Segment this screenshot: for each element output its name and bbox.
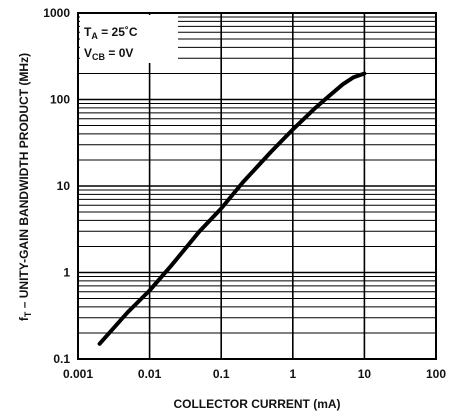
- grid-lines: [77, 13, 437, 360]
- x-tick-label: 100: [426, 367, 446, 381]
- y-tick-label: 0.1: [53, 352, 70, 366]
- x-tick-label: 0.01: [138, 367, 162, 381]
- plot-frame: [77, 12, 437, 360]
- x-axis-ticks: 0.001 0.01 0.1 1 10 100: [63, 367, 446, 381]
- x-tick-label: 0.001: [63, 367, 93, 381]
- bandwidth-curve: [97, 71, 367, 346]
- y-tick-label: 1: [63, 266, 70, 280]
- x-tick-label: 0.1: [213, 367, 230, 381]
- y-tick-label: 10: [57, 179, 71, 193]
- x-tick-label: 10: [358, 367, 372, 381]
- annotation-box: [80, 15, 178, 63]
- y-tick-label: 100: [50, 93, 70, 107]
- x-axis-label: COLLECTOR CURRENT (mA): [173, 397, 340, 411]
- y-tick-label: 1000: [43, 6, 70, 20]
- y-axis-label: fT – UNITY-GAIN BANDWIDTH PRODUCT (MHz): [17, 53, 33, 321]
- y-axis-ticks: 1000 100 10 1 0.1: [43, 6, 70, 366]
- vcb-annotation: VCB = 0V: [84, 46, 133, 62]
- temperature-annotation: TA = 25˚C: [84, 25, 138, 41]
- x-tick-label: 1: [289, 367, 296, 381]
